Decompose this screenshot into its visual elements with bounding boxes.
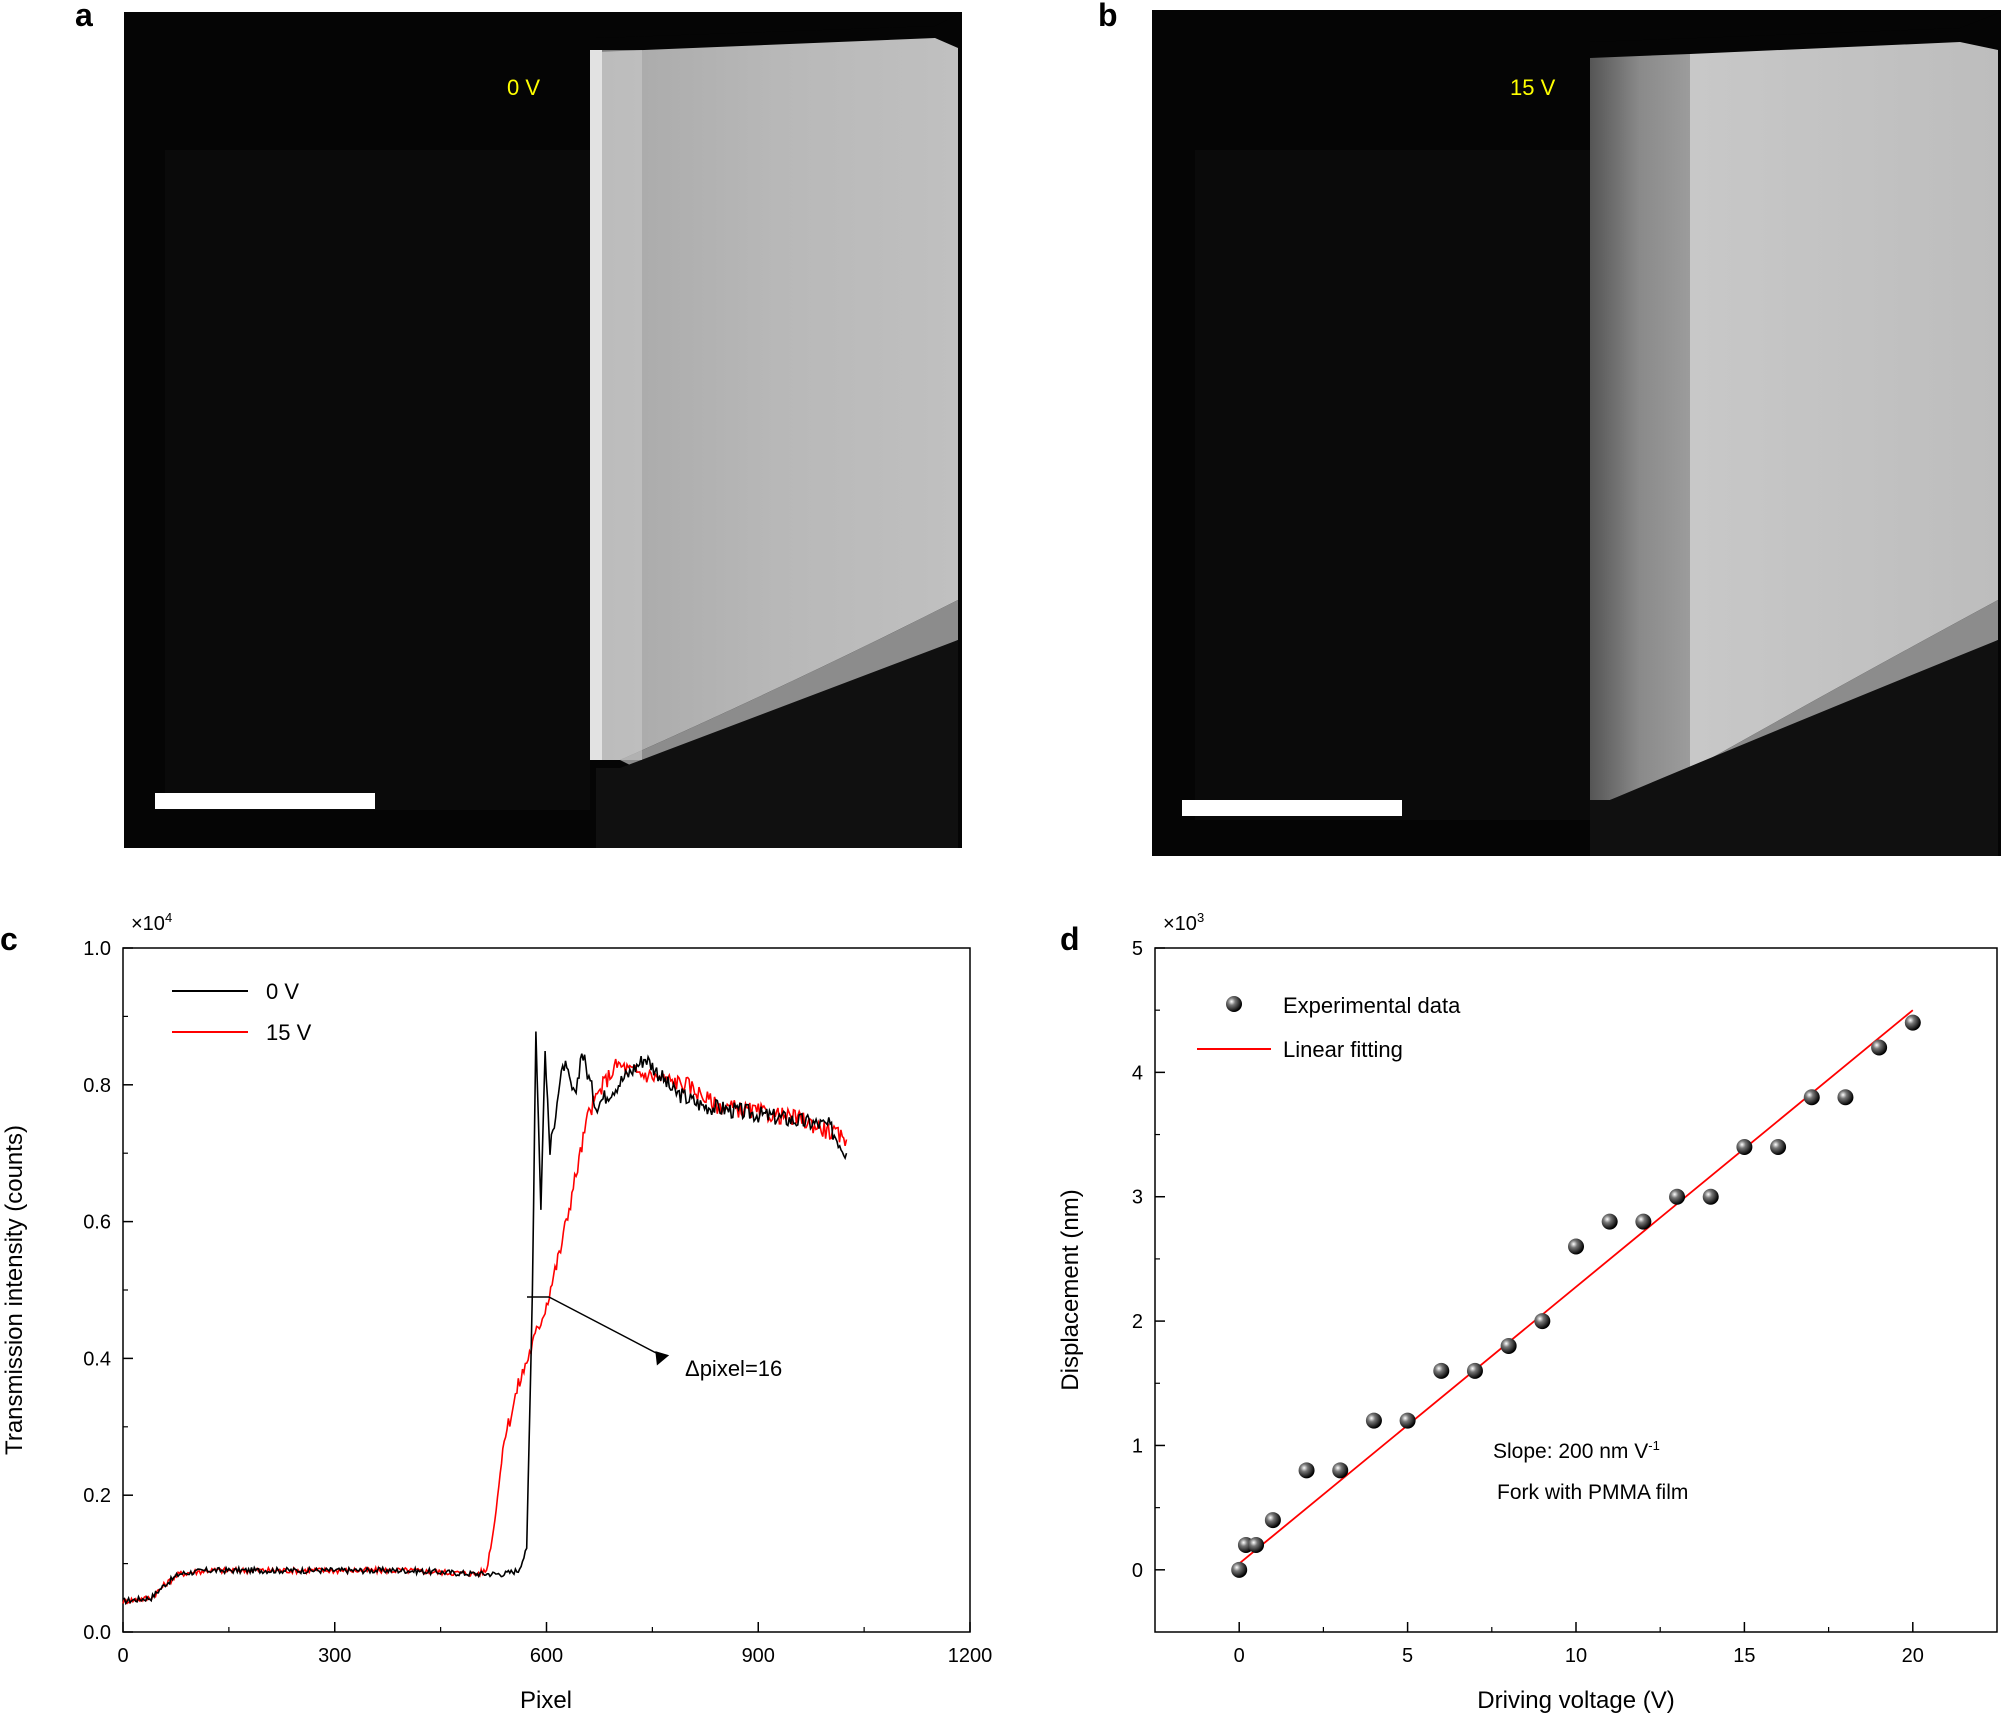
data-point: [1534, 1313, 1551, 1330]
panel-c-label: c: [0, 921, 18, 957]
data-point: [1837, 1089, 1854, 1106]
chart-c-y-multiplier: ×104: [131, 910, 172, 935]
data-point: [1669, 1188, 1686, 1205]
legend-label-15v: 15 V: [266, 1020, 312, 1045]
data-point: [1702, 1188, 1719, 1205]
c-ytick-label: 0.6: [83, 1212, 111, 1234]
data-point: [1466, 1362, 1483, 1379]
c-xtick-label: 1200: [948, 1645, 993, 1667]
c-ytick-label: 0.2: [83, 1485, 111, 1507]
chart-c-frame: [122, 947, 971, 1633]
series-line-0v: [122, 1031, 848, 1606]
d-xtick-label: 10: [1565, 1645, 1587, 1667]
d-xtick-label: 0: [1234, 1645, 1245, 1667]
data-point: [1871, 1039, 1888, 1056]
data-point: [1231, 1561, 1248, 1578]
d-xtick-label: 15: [1733, 1645, 1755, 1667]
panel-a-image: [124, 12, 962, 848]
data-point: [1635, 1213, 1652, 1230]
data-point: [1736, 1138, 1753, 1155]
annotation-arrow: [548, 1296, 661, 1356]
d-ytick-label: 1: [1132, 1435, 1143, 1457]
d-ytick-label: 4: [1132, 1062, 1143, 1084]
scale-bar-a: [155, 793, 375, 809]
data-point: [1770, 1138, 1787, 1155]
data-point: [1904, 1014, 1921, 1031]
d-xtick-label: 5: [1402, 1645, 1413, 1667]
data-point: [1332, 1462, 1349, 1479]
legend-label-experimental: Experimental data: [1283, 993, 1461, 1018]
linear-fit-line: [1238, 1009, 1914, 1565]
annotation-arrowhead: [655, 1351, 670, 1366]
chart-c-ylabel: Transmission intensity (counts): [1, 1125, 28, 1455]
chart-d-ylabel: Displacement (nm): [1057, 1189, 1084, 1390]
c-ytick-label: 1.0: [83, 938, 111, 960]
data-point: [1365, 1412, 1382, 1429]
d-xtick-label: 20: [1902, 1645, 1924, 1667]
legend-label-linear: Linear fitting: [1283, 1037, 1403, 1062]
delta-pixel-annotation: Δpixel=16: [685, 1356, 782, 1381]
legend-label-0v: 0 V: [266, 979, 299, 1004]
data-point: [1500, 1337, 1517, 1354]
panel-a-voltage-label: 0 V: [507, 75, 540, 100]
chart-d-y-multiplier: ×103: [1163, 910, 1204, 935]
data-point: [1601, 1213, 1618, 1230]
chart-c: 0 300 600 900 1200 0.0 0.2 0.4 0.6 0.8 1.0 ×104 P…: [1, 910, 992, 1714]
data-point: [1248, 1536, 1265, 1553]
slope-annotation: Slope: 200 nm V-1: [1493, 1438, 1660, 1463]
data-point: [1264, 1512, 1281, 1529]
legend-marker-experimental: [1226, 996, 1242, 1012]
series-line-15v: [122, 1058, 848, 1605]
c-xtick-label: 900: [742, 1645, 775, 1667]
panel-b-label: b: [1098, 0, 1118, 33]
data-point: [1568, 1238, 1584, 1255]
c-ytick-label: 0.8: [83, 1075, 111, 1097]
chart-d-xlabel: Driving voltage (V): [1477, 1687, 1674, 1714]
c-ytick-label: 0.0: [83, 1622, 111, 1644]
data-point: [1803, 1089, 1820, 1106]
data-point: [1433, 1362, 1450, 1379]
c-xtick-label: 0: [117, 1645, 128, 1667]
chart-c-xlabel: Pixel: [520, 1687, 572, 1714]
data-point: [1298, 1462, 1315, 1479]
c-xtick-label: 300: [318, 1645, 351, 1667]
panel-b-image: [1152, 10, 2001, 856]
panel-d-label: d: [1060, 921, 1080, 957]
panel-a-label: a: [75, 0, 93, 33]
data-point: [1399, 1412, 1416, 1429]
d-ytick-label: 3: [1132, 1187, 1143, 1209]
c-ytick-label: 0.4: [83, 1348, 111, 1370]
chart-d: 0 5 10 15 20 0 1 2 3 4 5 ×103 Driving voltage (V)…: [1057, 910, 1998, 1714]
d-ytick-label: 5: [1132, 938, 1143, 960]
c-xtick-label: 600: [530, 1645, 563, 1667]
panel-b-voltage-label: 15 V: [1510, 75, 1556, 100]
d-ytick-label: 2: [1132, 1311, 1143, 1333]
d-ytick-label: 0: [1132, 1560, 1143, 1582]
scale-bar-b: [1182, 800, 1402, 816]
fork-annotation: Fork with PMMA film: [1497, 1481, 1688, 1504]
